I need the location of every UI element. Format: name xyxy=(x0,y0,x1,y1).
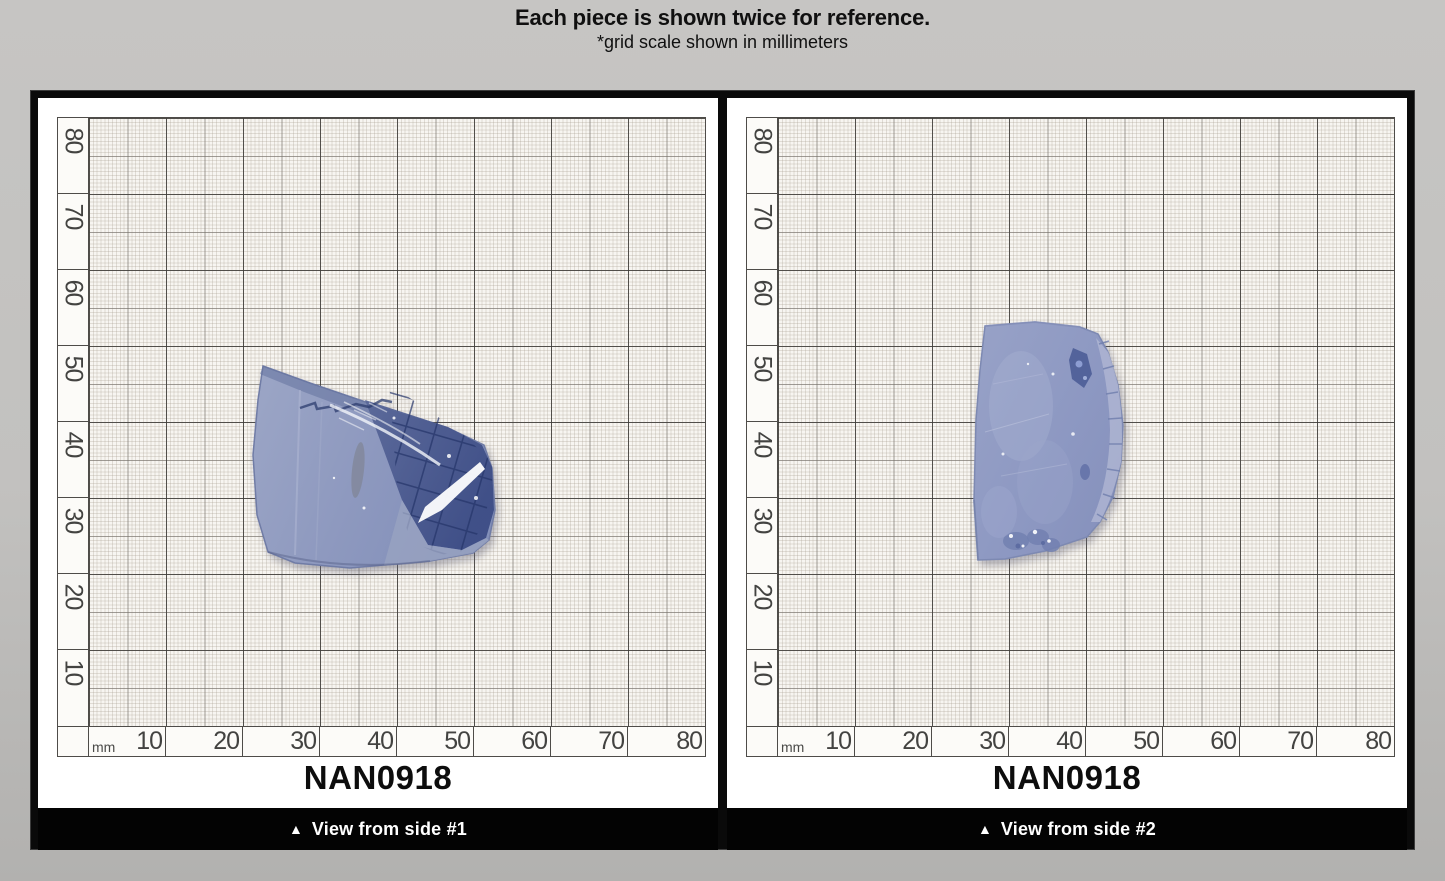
header-title: Each piece is shown twice for reference. xyxy=(514,5,931,30)
y-axis-label-20: 20 xyxy=(747,574,777,650)
unit-label: mm xyxy=(781,739,805,755)
unit-label: mm xyxy=(92,739,116,755)
x-axis-label-80: 80 xyxy=(1365,727,1392,755)
y-axis-label-60: 60 xyxy=(58,270,88,346)
rim-striations xyxy=(1096,340,1123,521)
grid-area xyxy=(89,118,705,726)
y-axis-label-40: 40 xyxy=(747,422,777,498)
x-axis-label-40: 40 xyxy=(320,727,397,756)
crystal-rim-facet xyxy=(1091,338,1122,522)
grid-area xyxy=(778,118,1394,726)
up-triangle-icon: ▲ xyxy=(289,821,303,837)
x-axis-label-70: 70 xyxy=(1240,727,1317,756)
y-axis-label-30: 30 xyxy=(747,498,777,574)
x-axis-label-50: 50 xyxy=(397,727,474,756)
y-axis-label-60: 60 xyxy=(747,270,777,346)
dark-notch-mid xyxy=(1080,464,1090,480)
cloudy-patches xyxy=(981,351,1073,538)
photo-side-2: 80 70 60 50 40 30 20 10 xyxy=(727,98,1407,808)
y-axis-label-80: 80 xyxy=(747,118,777,194)
y-axis-labels: 80 70 60 50 40 30 20 10 xyxy=(58,118,89,726)
caption-side-2: ▲ View from side #2 xyxy=(727,808,1407,850)
y-axis-label-40: 40 xyxy=(58,422,88,498)
crystal-specimen-side-2 xyxy=(973,320,1124,561)
crystal-foot-facet xyxy=(384,500,489,565)
sparkle-specks xyxy=(332,416,478,510)
specimen-id: NAN0918 xyxy=(303,759,453,796)
sparkle-specks xyxy=(1001,362,1075,456)
crystal-specimen-side-1 xyxy=(252,364,514,569)
grid-paper-side-2: 80 70 60 50 40 30 20 10 xyxy=(746,117,1395,757)
x-axis-label-10: mm 10 xyxy=(778,727,855,756)
caption-label: View from side #2 xyxy=(1000,818,1156,839)
header-subtitle: *grid scale shown in millimeters xyxy=(596,32,849,52)
caption-side-1: ▲ View from side #1 xyxy=(38,808,718,850)
y-axis-label-80: 80 xyxy=(58,118,88,194)
white-reflection-wedge xyxy=(418,462,485,523)
bottom-bubbly-texture xyxy=(1003,529,1060,552)
x-axis-labels: mm 10 20 30 40 50 60 70 80 xyxy=(89,726,705,756)
x-axis-labels: mm 10 20 30 40 50 60 70 80 xyxy=(778,726,1394,756)
x-axis-label-50: 50 xyxy=(1086,727,1163,756)
x-axis-label-40: 40 xyxy=(1009,727,1086,756)
caption-label: View from side #1 xyxy=(311,818,467,839)
grid-paper-side-1: 80 70 60 50 40 30 20 10 xyxy=(57,117,706,757)
y-axis-label-20: 20 xyxy=(58,574,88,650)
x-axis-label-60: 60 xyxy=(1163,727,1240,756)
specimen-id: NAN0918 xyxy=(992,759,1142,796)
header: Each piece is shown twice for reference.… xyxy=(0,4,1445,53)
y-axis-label-50: 50 xyxy=(58,346,88,422)
axis-corner-cell xyxy=(58,726,89,756)
x-axis-label-80: 80 xyxy=(676,727,703,755)
y-axis-label-10: 10 xyxy=(748,659,777,686)
y-axis-label-70: 70 xyxy=(747,194,777,270)
inclusion-smudge xyxy=(351,442,365,498)
x-axis-label-30: 30 xyxy=(243,727,320,756)
photo-side-1: 80 70 60 50 40 30 20 10 xyxy=(38,98,718,808)
plastic-wrap-highlight xyxy=(329,403,441,467)
y-axis-label-30: 30 xyxy=(58,498,88,574)
y-axis-label-50: 50 xyxy=(747,346,777,422)
y-axis-label-70: 70 xyxy=(58,194,88,270)
specimen-frame: 80 70 60 50 40 30 20 10 xyxy=(30,90,1415,850)
axis-corner-cell xyxy=(747,726,778,756)
dark-squiggle-line xyxy=(299,398,393,413)
y-axis-labels: 80 70 60 50 40 30 20 10 xyxy=(747,118,778,726)
x-axis-label-60: 60 xyxy=(474,727,551,756)
x-axis-label-20: 20 xyxy=(855,727,932,756)
up-triangle-icon: ▲ xyxy=(978,821,992,837)
x-axis-label-10: mm 10 xyxy=(89,727,166,756)
x-axis-label-30: 30 xyxy=(932,727,1009,756)
y-axis-label-10: 10 xyxy=(59,659,88,686)
x-axis-label-70: 70 xyxy=(551,727,628,756)
x-axis-label-20: 20 xyxy=(166,727,243,756)
